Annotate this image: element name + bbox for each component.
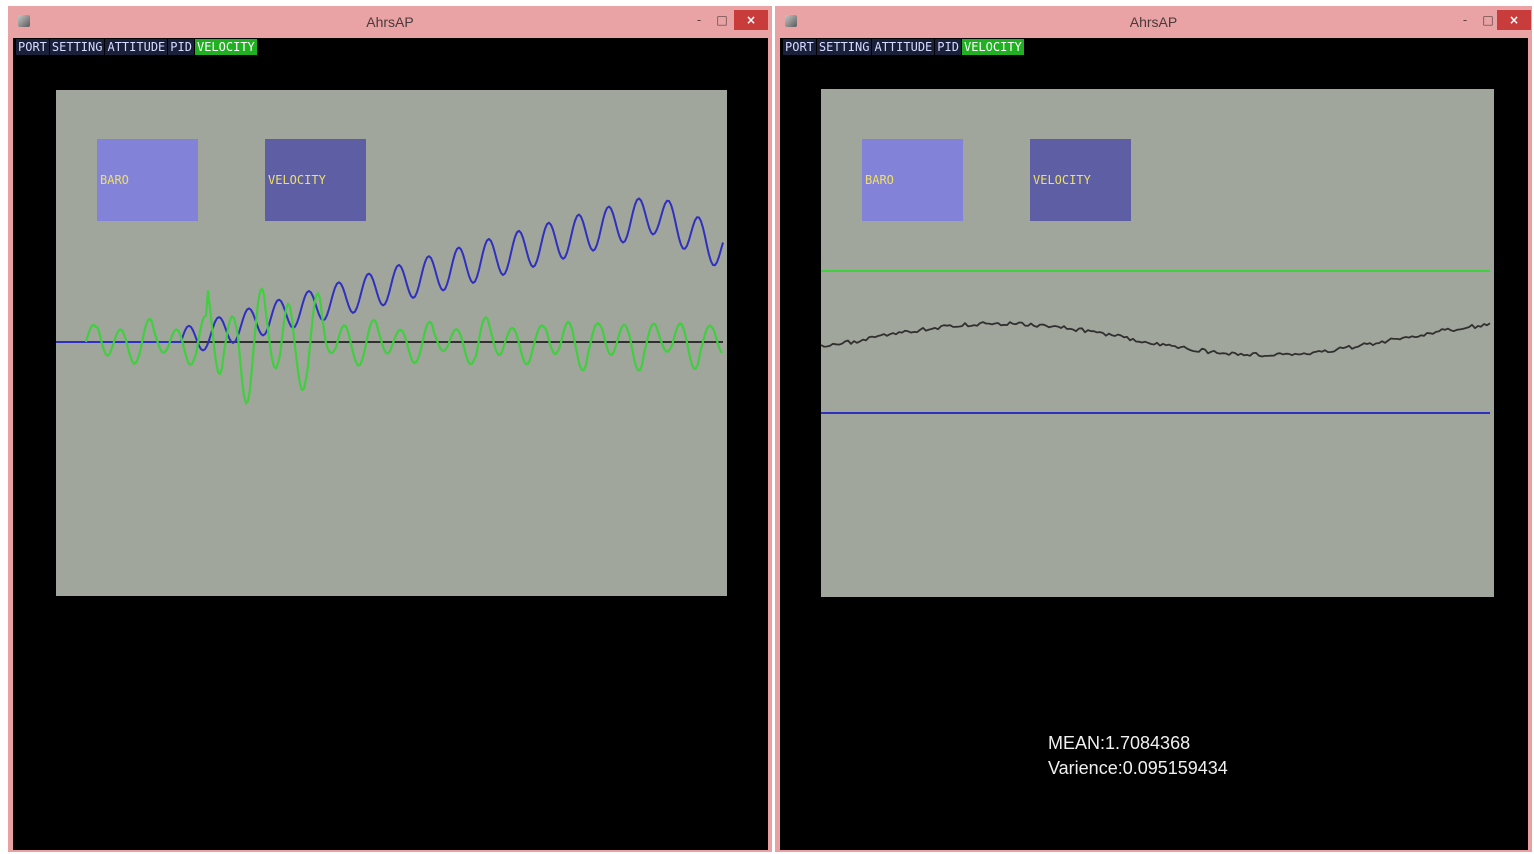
- menu-pid[interactable]: PID: [168, 39, 194, 55]
- baro-button[interactable]: BARO: [862, 139, 963, 221]
- close-button[interactable]: ×: [734, 10, 768, 30]
- menu-setting[interactable]: SETTING: [49, 39, 105, 55]
- title-bar[interactable]: AhrsAP - □ ×: [775, 6, 1532, 38]
- client-area: PORT SETTING ATTITUDE PID VELOCITY BARO …: [13, 38, 768, 850]
- client-area: PORT SETTING ATTITUDE PID VELOCITY BARO …: [780, 38, 1528, 850]
- menu-pid[interactable]: PID: [935, 39, 961, 55]
- plot-area: BARO VELOCITY: [56, 90, 727, 596]
- menu-attitude[interactable]: ATTITUDE: [872, 39, 935, 55]
- mean-value: MEAN:1.7084368: [1048, 733, 1191, 753]
- minimize-button[interactable]: -: [1462, 13, 1468, 27]
- menu-bar: PORT SETTING ATTITUDE PID VELOCITY: [16, 39, 258, 55]
- variance-value: Varience:0.095159434: [1048, 758, 1228, 778]
- velocity-button-label: VELOCITY: [268, 173, 326, 187]
- velocity-button-label: VELOCITY: [1033, 173, 1091, 187]
- menu-setting[interactable]: SETTING: [816, 39, 872, 55]
- minimize-button[interactable]: -: [696, 13, 702, 27]
- baro-trace: [56, 197, 724, 352]
- menu-attitude[interactable]: ATTITUDE: [105, 39, 168, 55]
- baro-button-label: BARO: [100, 173, 129, 187]
- menu-bar: PORT SETTING ATTITUDE PID VELOCITY: [783, 39, 1025, 55]
- window-left: AhrsAP - □ × PORT SETTING ATTITUDE PID V…: [8, 6, 772, 852]
- velocity-button[interactable]: VELOCITY: [1030, 139, 1131, 221]
- signal-trace: [821, 321, 1491, 358]
- window-right: AhrsAP - □ × PORT SETTING ATTITUDE PID V…: [775, 6, 1532, 852]
- plot-area: BARO VELOCITY: [821, 89, 1494, 597]
- title-bar[interactable]: AhrsAP - □ ×: [8, 6, 772, 38]
- app-icon[interactable]: [18, 15, 30, 27]
- velocity-button[interactable]: VELOCITY: [265, 139, 366, 221]
- maximize-button[interactable]: □: [716, 13, 728, 27]
- maximize-button[interactable]: □: [1482, 13, 1494, 27]
- menu-velocity[interactable]: VELOCITY: [194, 39, 257, 55]
- menu-port[interactable]: PORT: [16, 39, 49, 55]
- plot-canvas: [56, 197, 724, 405]
- window-title: AhrsAP: [1129, 14, 1178, 30]
- stats-panel: MEAN:1.7084368 Varience:0.095159434: [1048, 731, 1228, 781]
- velocity-trace: [84, 287, 723, 405]
- baro-button[interactable]: BARO: [97, 139, 198, 221]
- close-button[interactable]: ×: [1497, 10, 1531, 30]
- menu-velocity[interactable]: VELOCITY: [961, 39, 1024, 55]
- plot-canvas: [821, 270, 1491, 414]
- baro-button-label: BARO: [865, 173, 894, 187]
- window-title: AhrsAP: [366, 14, 414, 30]
- menu-port[interactable]: PORT: [783, 39, 816, 55]
- app-icon[interactable]: [785, 15, 797, 27]
